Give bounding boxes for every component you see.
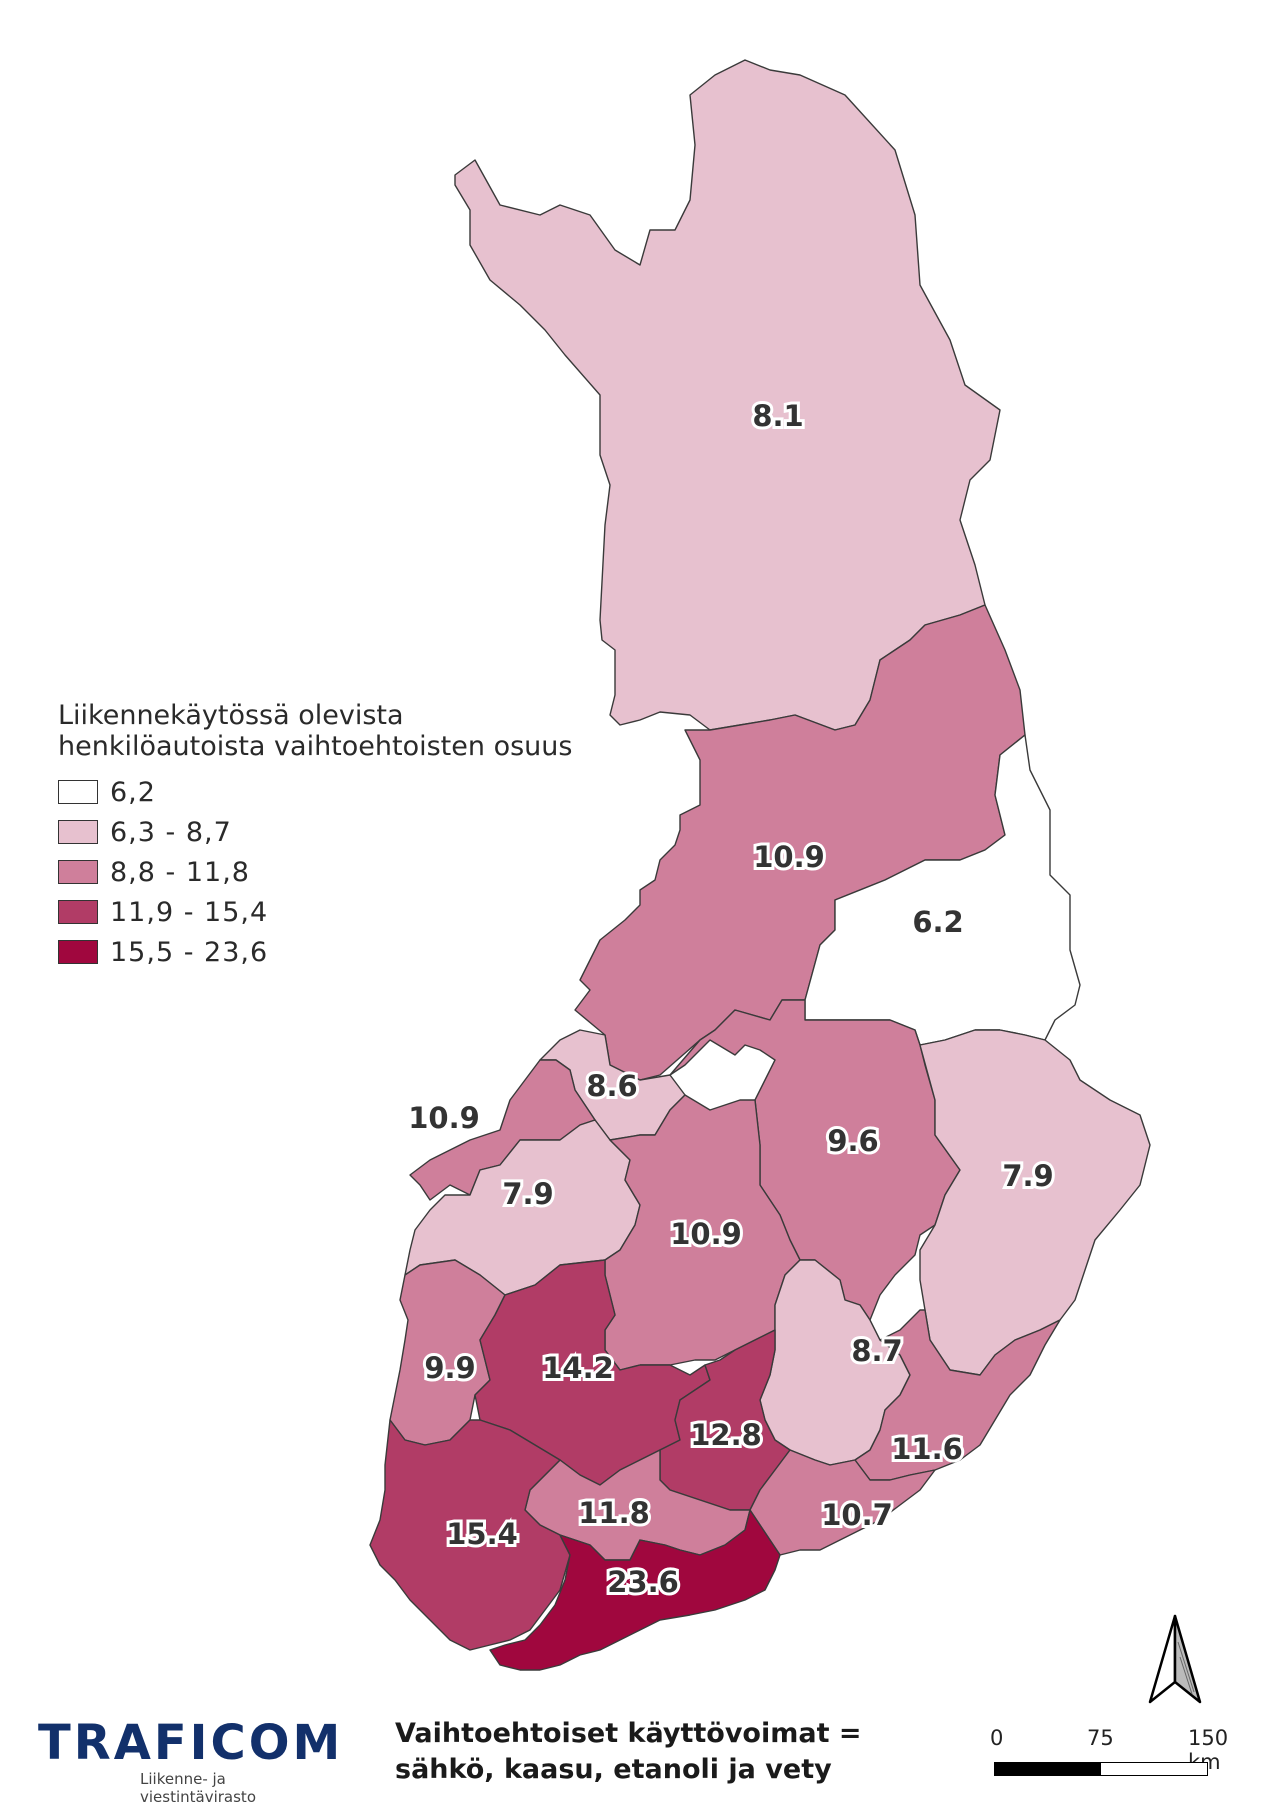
legend-item: 11,9 - 15,4: [58, 892, 578, 932]
legend: Liikennekäytössä olevista henkilöautoist…: [58, 700, 578, 972]
footnote-line-1: Vaihtoehtoiset käyttövoimat =: [395, 1718, 862, 1749]
region-value-label: 10.7: [821, 1498, 893, 1532]
region-area: [454, 59, 1001, 731]
region-area: [369, 1419, 571, 1651]
legend-label: 8,8 - 11,8: [110, 856, 250, 888]
legend-swatch: [58, 900, 98, 924]
legend-swatch: [58, 860, 98, 884]
region-value-label: 8.6: [586, 1069, 637, 1103]
region-value-label: 11.6: [891, 1432, 963, 1466]
scale-tick-0: 0: [990, 1726, 1004, 1750]
legend-label: 15,5 - 23,6: [110, 936, 269, 968]
traficom-logo: TRAFICOM Liikenne- ja viestintävirasto: [38, 1715, 344, 1806]
region-value-label: 14.2: [542, 1351, 614, 1385]
region-area: [669, 999, 961, 1321]
legend-title: Liikennekäytössä olevista henkilöautoist…: [58, 700, 573, 762]
legend-swatch: [58, 780, 98, 804]
legend-item: 6,2: [58, 772, 578, 812]
region-value-label: 9.9: [424, 1351, 475, 1385]
region-value-label: 7.9: [1002, 1159, 1053, 1193]
legend-label: 6,3 - 8,7: [110, 816, 232, 848]
region-value-label: 15.4: [446, 1517, 518, 1551]
region-value-label: 23.6: [607, 1565, 679, 1599]
legend-item: 15,5 - 23,6: [58, 932, 578, 972]
region-value-label: 8.1: [752, 399, 803, 433]
north-arrow-icon: [1148, 1614, 1202, 1704]
legend-item: 6,3 - 8,7: [58, 812, 578, 852]
legend-swatch: [58, 820, 98, 844]
map-of-finland: 8.1 10.9 6.2 8.6 10.9 7.9 9.6 7.9 10.9 9.9 14.2 8.7…: [369, 59, 1151, 1671]
region-area: [489, 1509, 781, 1671]
region-value-label: 12.8: [690, 1418, 762, 1452]
scale-bar: 0 75 150 km: [980, 1726, 1230, 1796]
region-value-label: 10.9: [753, 840, 825, 874]
legend-item: 8,8 - 11,8: [58, 852, 578, 892]
region-value-label: 7.9: [502, 1177, 553, 1211]
scale-bar-white: [1100, 1762, 1208, 1776]
scale-bar-black: [994, 1762, 1101, 1776]
region-area: [919, 1029, 1151, 1376]
region-area: [854, 1309, 1061, 1481]
region-value-label: 11.8: [578, 1496, 650, 1530]
region-value-label: 10.9: [670, 1217, 742, 1251]
legend-swatch: [58, 940, 98, 964]
footnote-line-2: sähkö, kaasu, etanoli ja vety: [395, 1754, 832, 1785]
region-value-label: 10.9: [408, 1101, 480, 1135]
region-value-label: 6.2: [912, 905, 963, 939]
logo-wordmark: TRAFICOM: [38, 1715, 344, 1771]
scale-tick-75: 75: [1087, 1726, 1114, 1750]
region-value-label: 8.7: [851, 1334, 902, 1368]
legend-label: 6,2: [110, 776, 156, 808]
logo-subtitle: Liikenne- ja viestintävirasto: [140, 1770, 256, 1806]
region-value-label: 9.6: [827, 1124, 878, 1158]
footnote: Vaihtoehtoiset käyttövoimat = sähkö, kaa…: [395, 1716, 862, 1788]
legend-label: 11,9 - 15,4: [110, 896, 269, 928]
